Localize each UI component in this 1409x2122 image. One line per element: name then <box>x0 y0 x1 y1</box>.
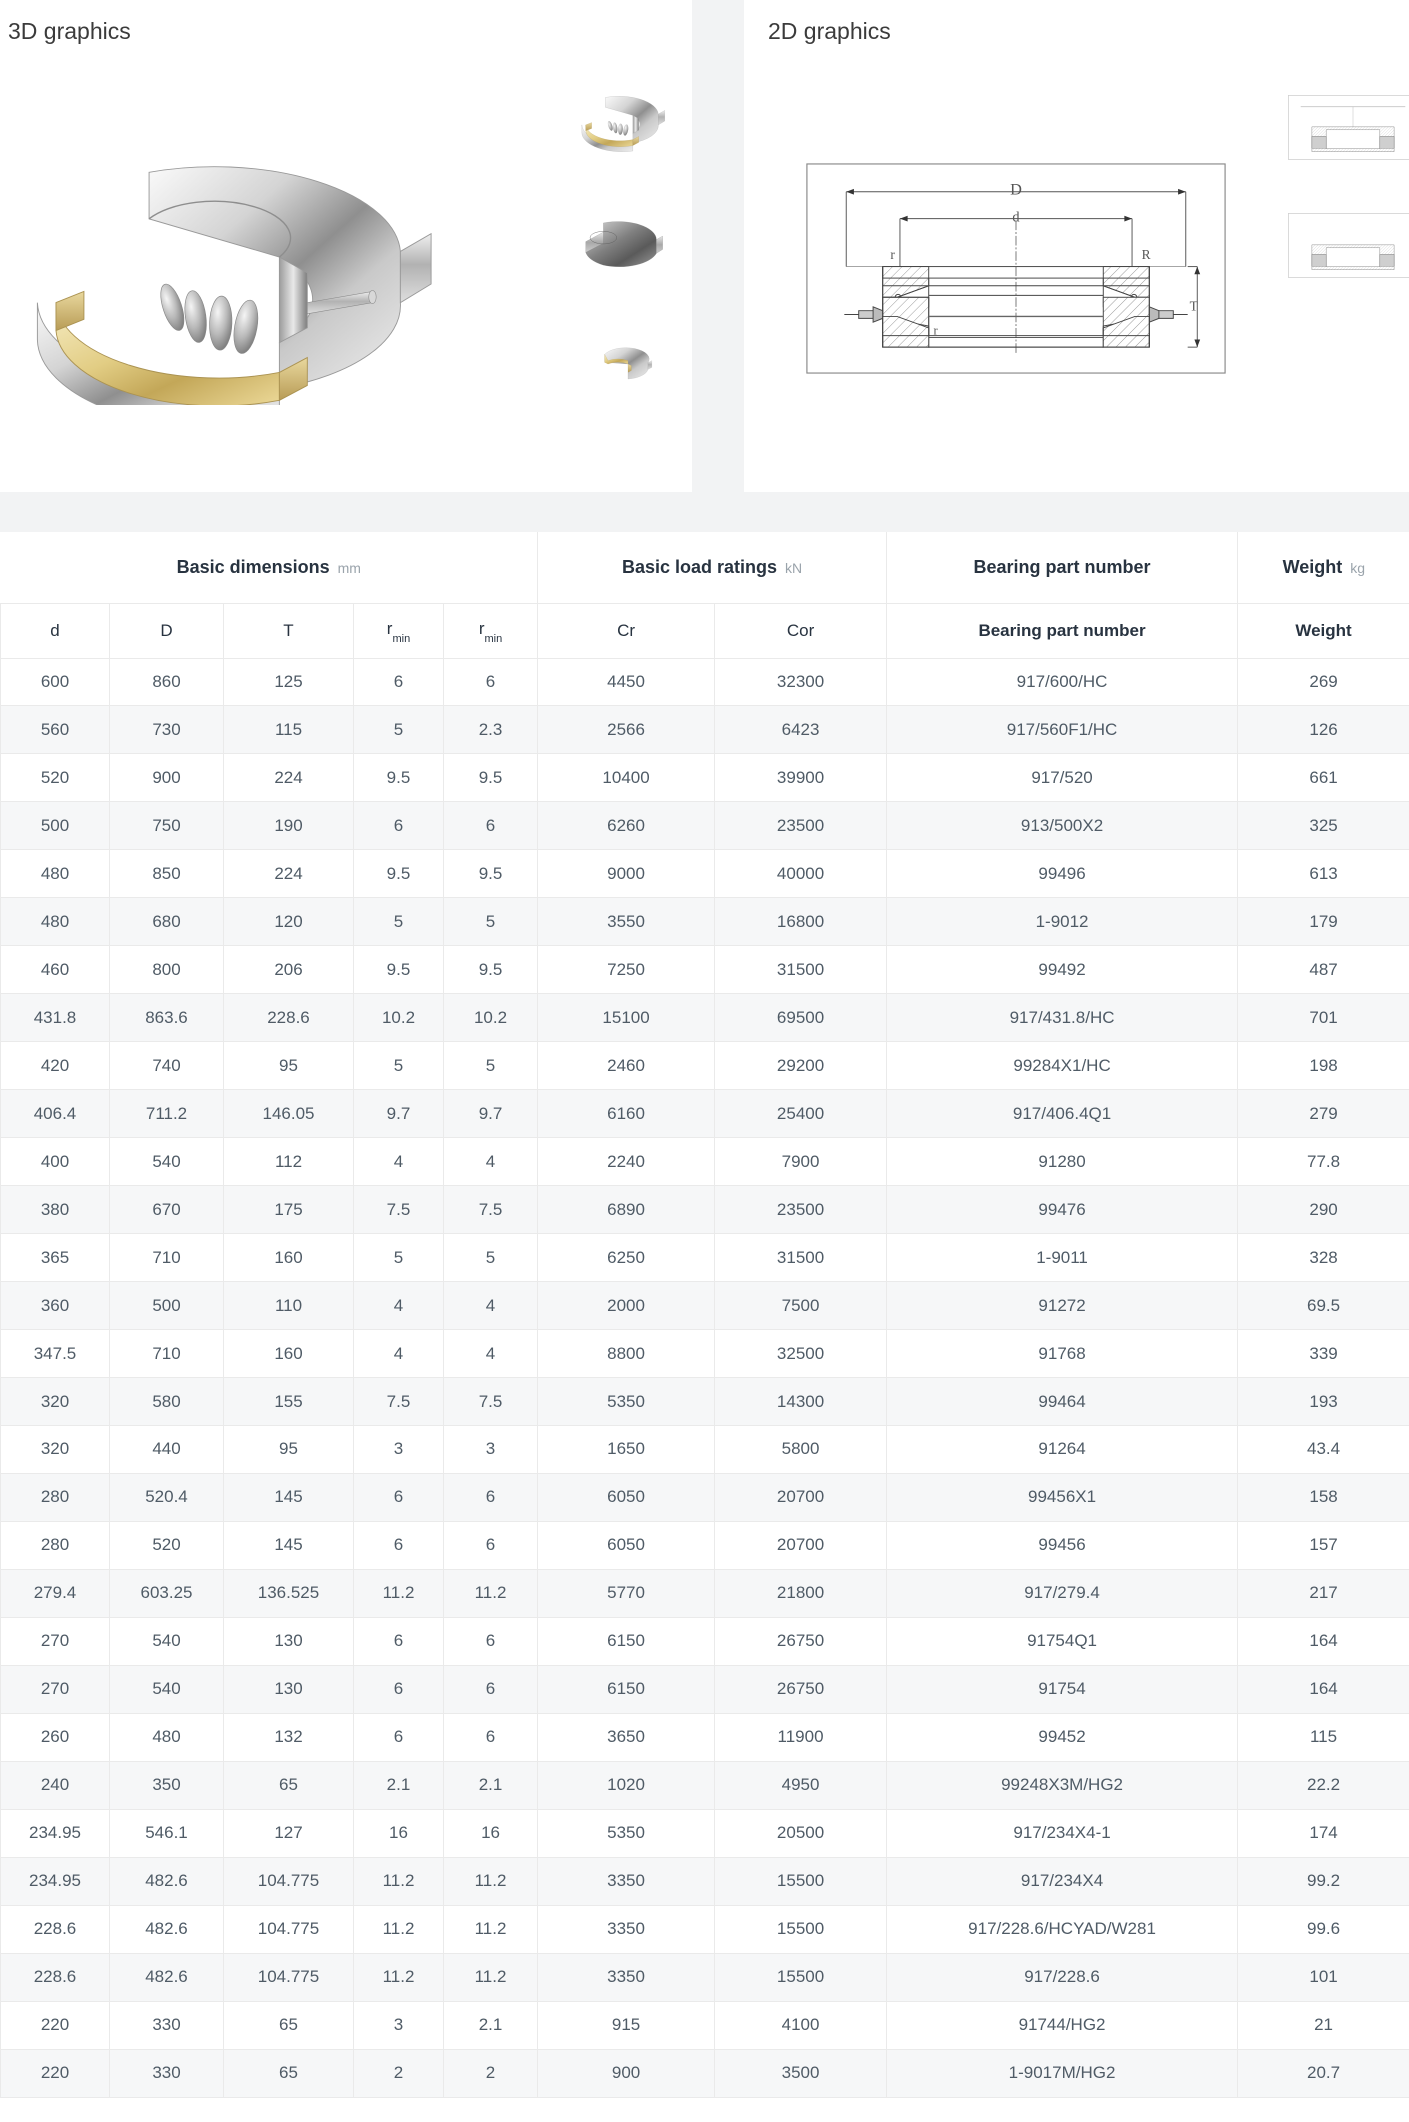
svg-text:T: T <box>1190 299 1198 314</box>
svg-text:D: D <box>1010 180 1022 199</box>
svg-text:r: r <box>890 247 895 262</box>
svg-text:R: R <box>1142 247 1151 262</box>
